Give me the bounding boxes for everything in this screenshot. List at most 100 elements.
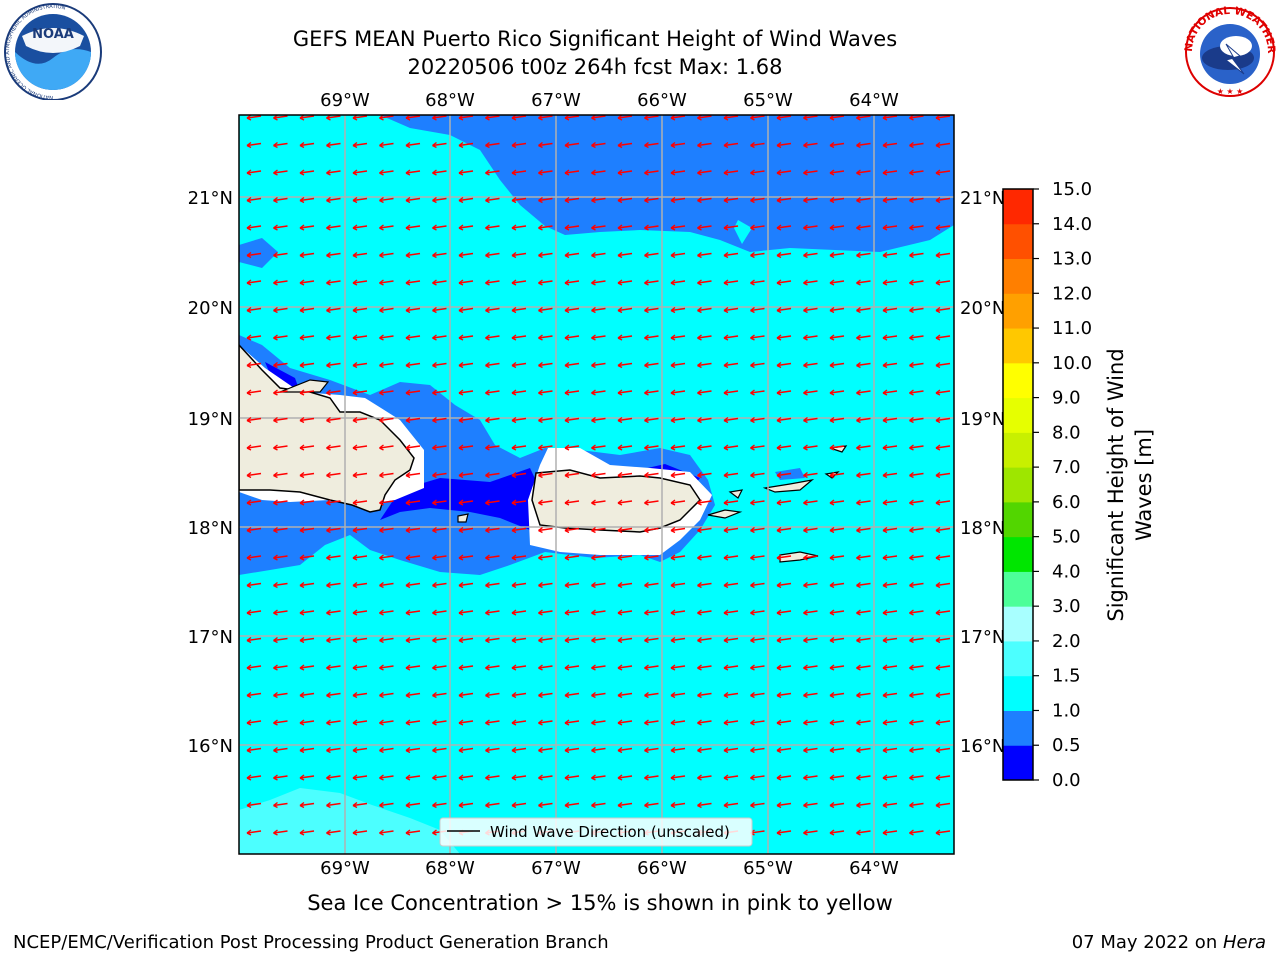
wind-arrow bbox=[326, 471, 341, 479]
wind-arrow bbox=[485, 774, 500, 781]
wind-arrow bbox=[591, 581, 606, 589]
wind-arrow bbox=[511, 361, 527, 369]
wind-arrow bbox=[776, 224, 792, 231]
wind-arrow bbox=[246, 334, 262, 341]
wind-arrow bbox=[803, 719, 818, 726]
wind-arrow bbox=[882, 499, 898, 506]
wind-arrow bbox=[326, 636, 341, 644]
wind-arrow bbox=[697, 636, 712, 644]
wind-arrow bbox=[882, 389, 898, 396]
wind-arrow bbox=[273, 416, 288, 424]
svg-text:★ ★ ★: ★ ★ ★ bbox=[1217, 87, 1244, 96]
wind-arrow bbox=[299, 691, 315, 699]
colorbar-label-line2: Waves [m] bbox=[1132, 429, 1156, 541]
wind-arrow bbox=[485, 251, 500, 259]
wind-arrow bbox=[776, 801, 792, 809]
wind-arrow bbox=[856, 774, 871, 781]
wind-arrow bbox=[246, 801, 262, 809]
wind-arrow bbox=[644, 526, 659, 534]
wind-arrow bbox=[538, 471, 553, 479]
wind-arrow bbox=[511, 774, 527, 781]
colorbar-tick-label: 1.0 bbox=[1052, 700, 1081, 721]
wind-arrow bbox=[405, 801, 421, 809]
wind-arrow bbox=[909, 609, 924, 616]
wind-arrow bbox=[352, 279, 368, 286]
wind-arrow bbox=[485, 169, 500, 176]
wind-arrow bbox=[591, 196, 606, 204]
wind-arrow bbox=[750, 691, 765, 699]
wind-arrow bbox=[617, 746, 633, 754]
wind-arrow bbox=[803, 664, 818, 671]
wind-arrow bbox=[723, 196, 739, 204]
wind-arrow bbox=[591, 746, 606, 754]
wind-arrow bbox=[750, 444, 765, 451]
wind-arrow bbox=[856, 801, 871, 809]
wind-arrow bbox=[538, 251, 553, 259]
wind-arrow bbox=[644, 746, 659, 754]
wind-arrow bbox=[935, 636, 951, 644]
wind-arrow bbox=[405, 224, 421, 231]
wind-arrow bbox=[326, 141, 341, 149]
wind-arrow bbox=[829, 251, 845, 259]
wind-arrow bbox=[246, 664, 262, 671]
wind-arrow bbox=[432, 334, 447, 341]
wind-arrow bbox=[750, 636, 765, 644]
wind-arrow bbox=[935, 719, 951, 726]
wind-arrow bbox=[379, 251, 394, 259]
wind-arrow bbox=[352, 416, 368, 424]
wind-arrow bbox=[670, 224, 686, 231]
wind-arrow bbox=[670, 251, 686, 259]
wind-arrow bbox=[697, 169, 712, 176]
wind-arrow bbox=[299, 471, 315, 479]
wind-arrow bbox=[723, 444, 739, 451]
wind-arrow bbox=[935, 581, 951, 589]
wind-arrow bbox=[697, 224, 712, 231]
wind-arrow bbox=[352, 444, 368, 451]
wind-arrow bbox=[829, 746, 845, 754]
wind-arrow bbox=[352, 801, 368, 809]
wind-arrow bbox=[299, 444, 315, 451]
wind-arrow bbox=[829, 224, 845, 231]
wind-arrow bbox=[617, 719, 633, 726]
wind-arrow bbox=[352, 306, 368, 314]
wind-arrow bbox=[352, 664, 368, 671]
wind-arrow bbox=[511, 499, 527, 506]
wind-arrow bbox=[538, 526, 553, 534]
wind-arrow bbox=[352, 691, 368, 699]
wind-arrow bbox=[326, 169, 341, 176]
wind-arrow bbox=[379, 499, 394, 506]
wind-arrow bbox=[856, 444, 871, 451]
wind-arrow bbox=[352, 829, 368, 836]
wind-arrow bbox=[405, 279, 421, 286]
wind-arrow bbox=[485, 361, 500, 369]
wind-arrow bbox=[723, 774, 739, 781]
wind-arrow bbox=[829, 774, 845, 781]
wind-arrow bbox=[670, 279, 686, 286]
colorbar-tick-label: 1.5 bbox=[1052, 666, 1081, 687]
wind-arrow bbox=[299, 169, 315, 176]
wind-arrow bbox=[352, 196, 368, 204]
wind-arrow bbox=[511, 581, 527, 589]
wind-arrow bbox=[935, 746, 951, 754]
wind-arrow bbox=[432, 499, 447, 506]
wind-arrow bbox=[750, 719, 765, 726]
wind-arrow bbox=[246, 141, 262, 149]
wind-arrow bbox=[882, 746, 898, 754]
wind-arrow bbox=[379, 389, 394, 396]
wind-arrow bbox=[273, 196, 288, 204]
wind-arrow bbox=[670, 306, 686, 314]
wind-arrow bbox=[458, 554, 474, 561]
wind-arrow bbox=[882, 251, 898, 259]
wind-arrow bbox=[935, 251, 951, 259]
wind-arrow bbox=[432, 746, 447, 754]
wind-arrow bbox=[750, 746, 765, 754]
wind-arrow bbox=[909, 141, 924, 149]
lon-label-top: 67°W bbox=[531, 90, 581, 111]
wind-arrow bbox=[935, 471, 951, 479]
wind-arrow bbox=[326, 361, 341, 369]
wind-arrow bbox=[670, 581, 686, 589]
wind-arrow bbox=[379, 306, 394, 314]
wind-arrow bbox=[617, 306, 633, 314]
colorbar-segment bbox=[1003, 571, 1033, 607]
wind-arrow bbox=[432, 801, 447, 809]
